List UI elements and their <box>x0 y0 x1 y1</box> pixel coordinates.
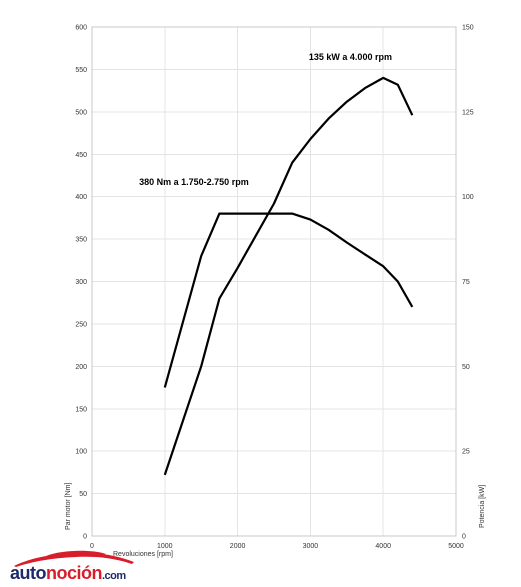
y2-tick-label: 125 <box>462 109 474 116</box>
x-tick-label: 3000 <box>303 543 319 550</box>
x-tick-label: 5000 <box>448 543 464 550</box>
logo-part-com: .com <box>102 570 126 582</box>
chart-annotation: 380 Nm a 1.750-2.750 rpm <box>139 177 249 187</box>
logo-wordmark: autonoción.com <box>10 564 126 582</box>
autonocion-logo: autonoción.com <box>6 548 166 584</box>
annotations: 135 kW a 4.000 rpm 380 Nm a 1.750-2.750 r… <box>139 52 392 187</box>
y-tick-label: 350 <box>75 237 87 244</box>
y2-tick-label: 150 <box>462 25 474 32</box>
y2-tick-label: 0 <box>462 534 466 541</box>
y-tick-label: 0 <box>83 534 87 541</box>
y-tick-label: 600 <box>75 25 87 32</box>
y-tick-label: 300 <box>75 279 87 286</box>
logo-part-nocion: noción <box>46 563 103 583</box>
x-tick-label: 2000 <box>230 543 246 550</box>
y-tick-label: 550 <box>75 67 87 74</box>
y-tick-label: 500 <box>75 109 87 116</box>
torque-series-line <box>163 212 414 388</box>
grid <box>91 26 457 537</box>
plot-frame <box>91 26 457 537</box>
y-tick-label: 100 <box>75 449 87 456</box>
power-series-line <box>163 76 414 476</box>
y-tick-label: 450 <box>75 152 87 159</box>
y2-tick-label: 25 <box>462 449 470 456</box>
y-tick-label: 50 <box>79 491 87 498</box>
chart-annotation: 135 kW a 4.000 rpm <box>309 52 392 62</box>
y2-tick-label: 100 <box>462 194 474 201</box>
x-tick-label: 0 <box>90 543 94 550</box>
y-tick-label: 250 <box>75 321 87 328</box>
y2-tick-label: 75 <box>462 279 470 286</box>
x-tick-label: 4000 <box>375 543 391 550</box>
y2-axis-title: Potencia [kW] <box>479 485 486 528</box>
y-tick-label: 150 <box>75 406 87 413</box>
car-silhouette-icon <box>14 550 134 567</box>
logo-part-auto: auto <box>10 563 47 583</box>
y-tick-label: 400 <box>75 194 87 201</box>
y-tick-label: 200 <box>75 364 87 371</box>
x-axis-title: Revoluciones [rpm] <box>113 551 173 558</box>
series-layer <box>163 76 414 476</box>
y2-tick-label: 50 <box>462 364 470 371</box>
y-axis-title: Par motor [Nm] <box>65 482 72 530</box>
x-tick-label: 1000 <box>157 543 173 550</box>
